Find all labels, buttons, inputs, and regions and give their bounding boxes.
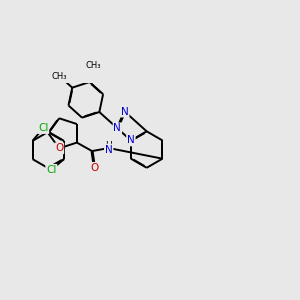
Text: Cl: Cl xyxy=(46,165,56,175)
Text: O: O xyxy=(90,163,99,173)
Text: O: O xyxy=(55,143,63,153)
Text: H: H xyxy=(105,140,112,149)
Text: CH₃: CH₃ xyxy=(52,72,67,81)
Text: N: N xyxy=(127,136,135,146)
Text: N: N xyxy=(121,106,129,117)
Text: CH₃: CH₃ xyxy=(85,61,101,70)
Text: N: N xyxy=(105,145,112,154)
Text: Cl: Cl xyxy=(38,123,48,133)
Text: N: N xyxy=(113,123,121,133)
